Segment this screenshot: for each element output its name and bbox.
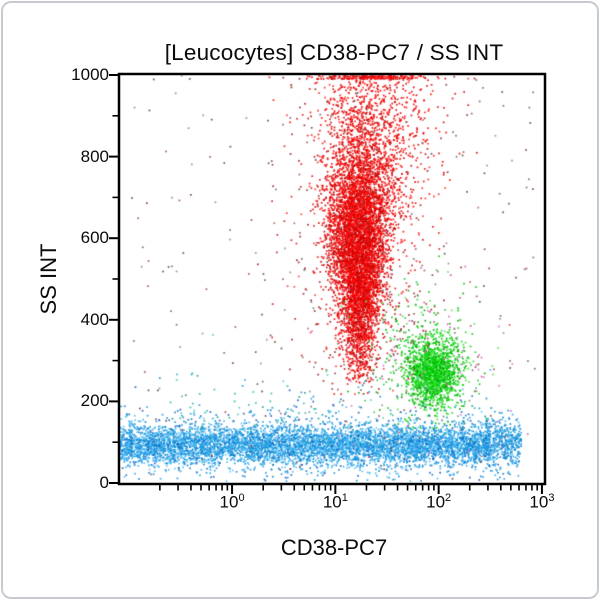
y-tick-label: 600 <box>80 228 109 248</box>
x-tick-label: 101 <box>322 492 348 512</box>
y-axis-label: SS INT <box>36 243 61 315</box>
x-tick-label: 100 <box>219 492 245 512</box>
x-tick-label: 102 <box>426 492 452 512</box>
scatter-canvas <box>120 75 544 483</box>
plot-title: [Leucocytes] CD38-PC7 / SS INT <box>164 40 504 65</box>
x-axis-label: CD38-PC7 <box>280 535 388 560</box>
y-tick-label: 200 <box>80 391 109 411</box>
x-tick-label: 103 <box>529 492 555 512</box>
y-tick-label: 0 <box>99 473 109 492</box>
y-tick-label: 400 <box>80 309 109 329</box>
y-tick-label: 800 <box>80 146 109 166</box>
y-tick-label: 1000 <box>71 65 109 84</box>
